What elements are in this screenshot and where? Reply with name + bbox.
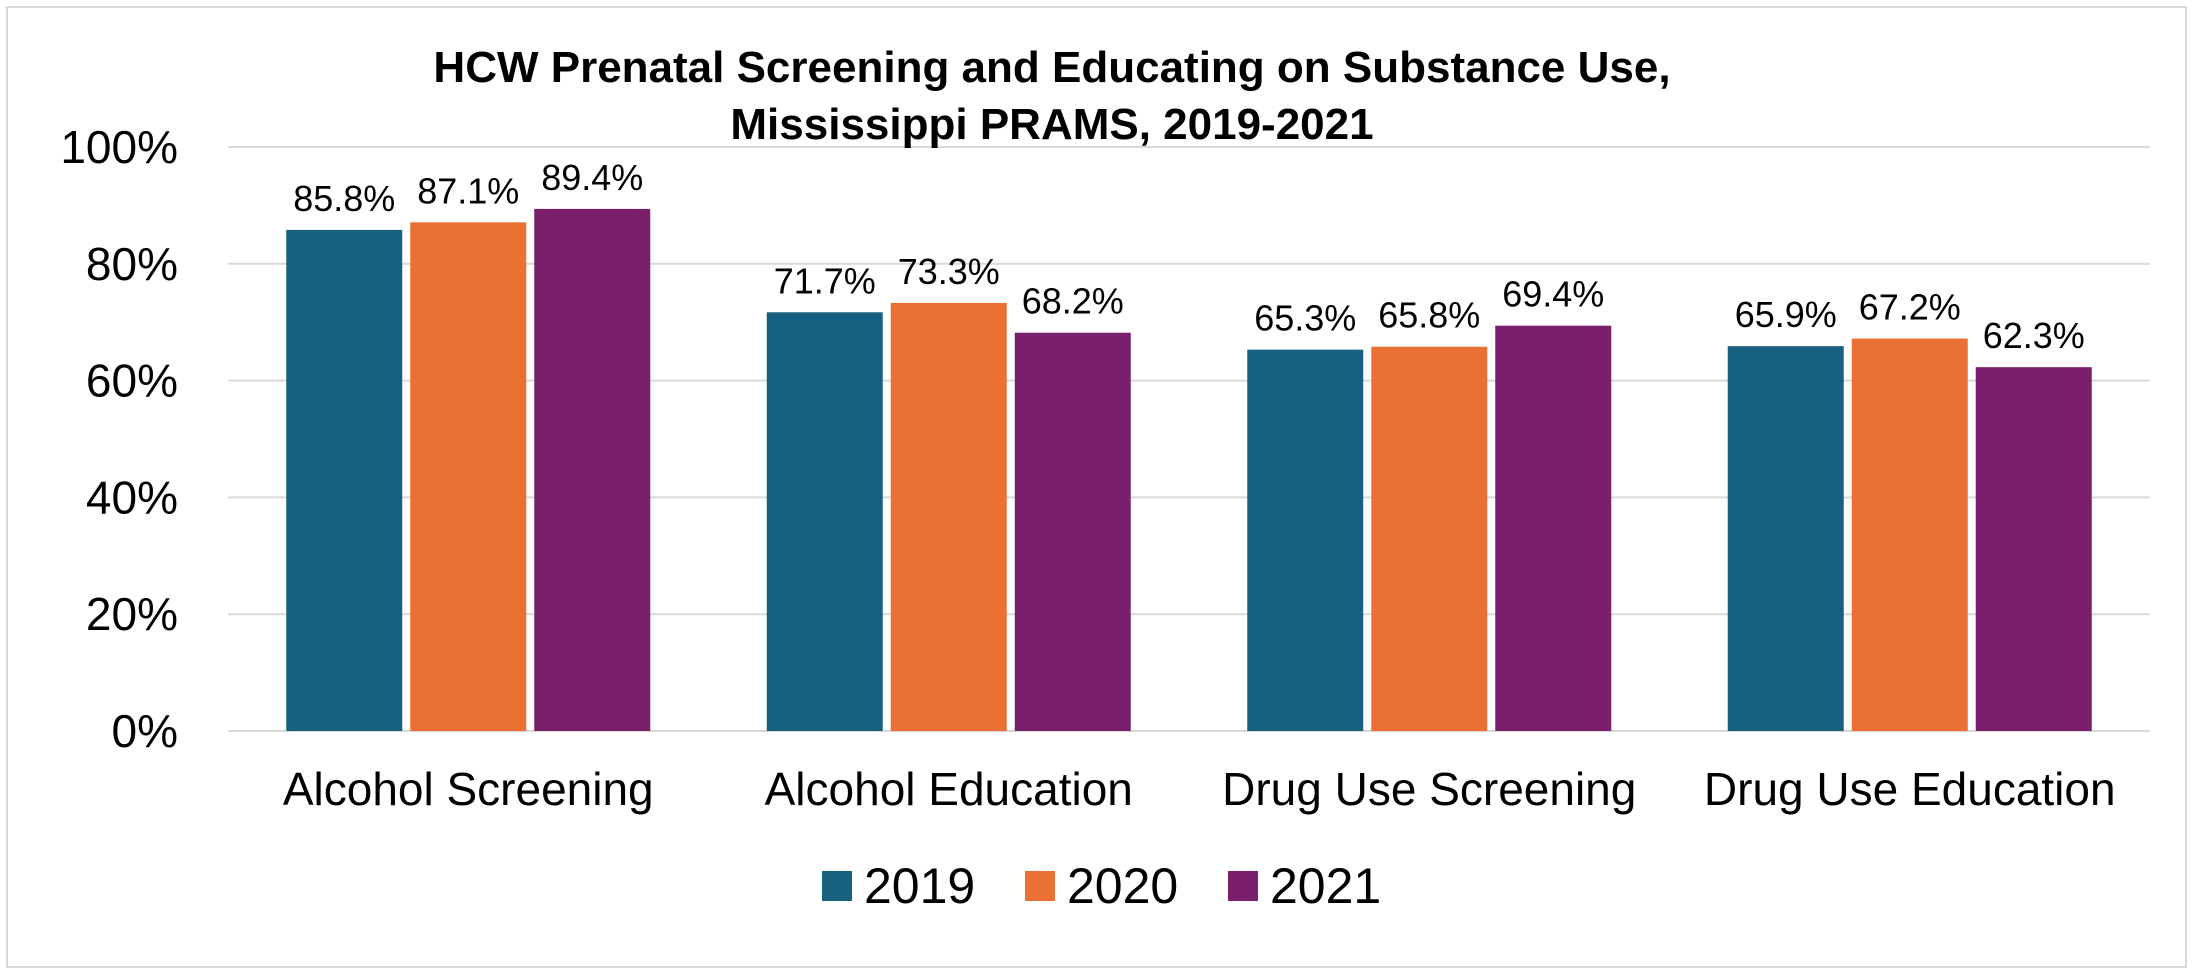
legend-swatch-2021 (1228, 871, 1258, 901)
y-axis: 0% 20% 40% 60% 80% 100% (60, 121, 178, 757)
bar-2021-0 (534, 208, 651, 732)
data-label: 68.2% (1022, 281, 1124, 322)
y-tick-label: 40% (86, 471, 178, 523)
chart-title-line-2: Mississippi PRAMS, 2019-2021 (730, 100, 1373, 149)
data-label: 71.7% (774, 260, 876, 301)
data-label: 89.4% (541, 157, 643, 198)
bar-2020-1 (890, 302, 1007, 731)
data-label: 85.8% (293, 178, 395, 219)
x-tick-label: Drug Use Screening (1222, 763, 1636, 815)
data-label: 65.8% (1378, 295, 1480, 336)
y-tick-label: 20% (86, 588, 178, 640)
bar-2020-3 (1851, 338, 1968, 731)
data-label: 62.3% (1983, 315, 2085, 356)
bar-2021-3 (1975, 367, 2092, 731)
bar-2019-2 (1247, 349, 1364, 731)
bar-2021-2 (1495, 325, 1612, 731)
y-tick-label: 80% (86, 238, 178, 290)
x-tick-label: Alcohol Education (765, 763, 1133, 815)
bar-2021-1 (1014, 332, 1131, 731)
y-tick-label: 0% (112, 705, 178, 757)
legend-swatch-2019 (822, 871, 852, 901)
bar-2019-0 (286, 229, 403, 732)
data-label: 69.4% (1502, 274, 1604, 315)
bar-2020-2 (1371, 346, 1488, 731)
legend-swatch-2020 (1025, 871, 1055, 901)
data-label: 87.1% (417, 170, 519, 211)
bar-2019-1 (766, 312, 883, 731)
x-tick-label: Drug Use Education (1704, 763, 2116, 815)
legend: 2019 2020 2021 (822, 858, 1381, 914)
y-tick-label: 100% (60, 121, 178, 173)
x-tick-label: Alcohol Screening (283, 763, 654, 815)
y-tick-label: 60% (86, 355, 178, 407)
legend-label-2020: 2020 (1067, 858, 1178, 914)
chart-title-line-1: HCW Prenatal Screening and Educating on … (433, 43, 1670, 92)
bars (286, 208, 2092, 732)
bar-2019-3 (1727, 346, 1844, 731)
bar-2020-0 (410, 222, 527, 731)
data-label: 65.3% (1254, 298, 1356, 339)
data-label: 73.3% (898, 251, 1000, 292)
data-label: 65.9% (1735, 294, 1837, 335)
data-label: 67.2% (1859, 287, 1961, 328)
x-axis: Alcohol Screening Alcohol Education Drug U… (283, 763, 2116, 815)
data-labels: 85.8% 87.1% 89.4% 71.7% 73.3% 68.2% 65.3% 65.8%… (293, 157, 2085, 356)
legend-label-2019: 2019 (864, 858, 975, 914)
legend-label-2021: 2021 (1270, 858, 1381, 914)
